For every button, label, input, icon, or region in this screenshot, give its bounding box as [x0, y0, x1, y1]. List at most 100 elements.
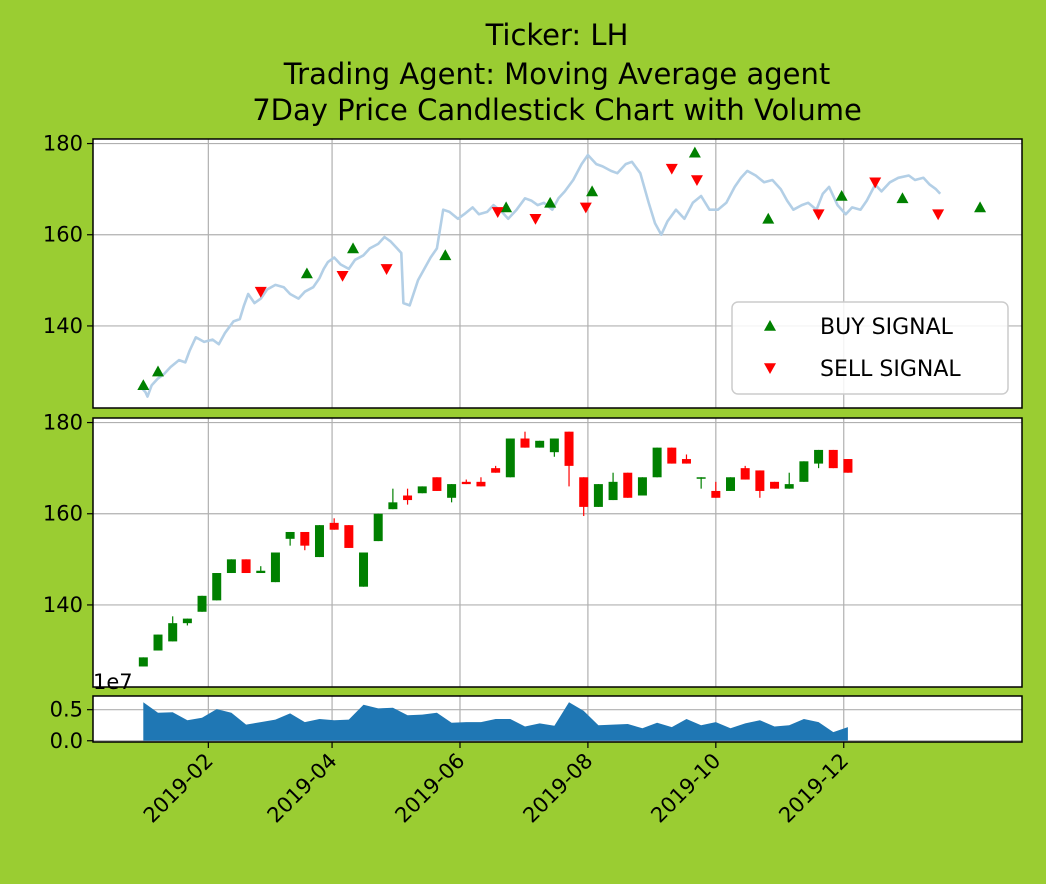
- sell-signal-marker-10: [932, 209, 945, 221]
- volume-area: [143, 702, 848, 741]
- chart-title-line-3: 7Day Price Candlestick Chart with Volume: [252, 93, 862, 127]
- sell-signal-marker-5: [579, 202, 592, 214]
- buy-signal-marker-11: [896, 192, 909, 204]
- chart-title-line-2: Trading Agent: Moving Average agent: [283, 57, 831, 91]
- sell-signal-marker-7: [690, 175, 703, 187]
- price-ytick-label-0: 140: [43, 314, 83, 338]
- candle-body-39: [711, 490, 721, 498]
- buy-signal-marker-2: [300, 267, 313, 279]
- candlestick-panel: 140 160 180: [43, 411, 1023, 688]
- candle-body-38: [696, 477, 706, 479]
- buy-signal-marker-4: [439, 249, 452, 261]
- candle-body-48: [843, 459, 853, 473]
- candle-body-28: [549, 438, 559, 453]
- candle-ytick-label-0: 140: [43, 593, 83, 617]
- buy-signal-layer: [137, 146, 987, 391]
- sell-signal-marker-2: [380, 264, 393, 275]
- candle-body-20: [432, 477, 442, 491]
- candle-body-43: [770, 481, 780, 489]
- candle-body-27: [535, 440, 545, 448]
- candle-layer: [138, 431, 853, 667]
- legend-buy-marker: [764, 320, 776, 331]
- candle-body-34: [637, 477, 647, 496]
- price-ytick-label-1: 160: [43, 223, 83, 247]
- sell-signal-marker-3: [491, 207, 504, 218]
- candle-body-11: [300, 531, 310, 546]
- buy-signal-marker-8: [688, 146, 701, 158]
- candle-body-10: [285, 531, 295, 539]
- volume-ytick-label-1: 0.5: [50, 698, 83, 722]
- sell-signal-marker-8: [812, 209, 825, 221]
- buy-signal-marker-5: [500, 201, 513, 213]
- chart-title-line-1: Ticker: LH: [485, 18, 629, 52]
- candle-body-21: [447, 484, 457, 498]
- volume-panel-y-ticks: 0.00.5: [50, 698, 93, 753]
- candlestick-panel-grid: [93, 418, 1022, 687]
- buy-signal-marker-9: [762, 212, 775, 224]
- buy-signal-marker-7: [586, 185, 599, 197]
- price-panel-frame: [92, 138, 1023, 409]
- candle-body-8: [256, 570, 266, 574]
- candle-ytick-label-1: 160: [43, 502, 83, 526]
- candle-body-13: [329, 522, 339, 530]
- sell-signal-layer: [254, 163, 945, 298]
- legend: BUY SIGNAL SELL SIGNAL: [731, 301, 1009, 395]
- candle-body-16: [373, 513, 383, 542]
- price-signal-panel: 140 160 180 BUY SIGNAL SELL SIGNAL: [43, 132, 1023, 409]
- buy-signal-marker-6: [544, 196, 557, 208]
- candle-body-46: [814, 449, 824, 464]
- candle-body-30: [579, 477, 589, 507]
- buy-signal-marker-3: [347, 242, 360, 254]
- candle-body-12: [314, 525, 324, 558]
- legend-sell-label: SELL SIGNAL: [820, 357, 961, 382]
- candle-body-4: [197, 595, 207, 612]
- candle-body-15: [359, 552, 369, 587]
- price-ytick-label-2: 180: [43, 132, 83, 156]
- candle-body-29: [564, 431, 574, 466]
- candle-body-33: [623, 472, 633, 498]
- legend-sell-marker: [764, 363, 776, 374]
- price-line-layer: [140, 153, 942, 398]
- candle-body-45: [799, 461, 809, 482]
- candle-body-31: [593, 484, 603, 507]
- candle-body-26: [520, 438, 530, 448]
- buy-signal-marker-1: [152, 365, 165, 377]
- candle-body-47: [828, 449, 838, 469]
- candle-body-6: [226, 559, 236, 574]
- candle-body-5: [212, 573, 222, 601]
- candle-body-25: [505, 438, 515, 478]
- price-panel-y-ticks: 140 160 180: [43, 132, 93, 338]
- sell-signal-marker-6: [665, 163, 678, 175]
- sell-signal-marker-0: [254, 286, 267, 298]
- sell-signal-marker-4: [529, 213, 542, 225]
- candle-ytick-label-2: 180: [43, 411, 83, 435]
- candle-body-35: [652, 447, 662, 478]
- sell-signal-marker-9: [869, 177, 882, 189]
- candle-body-14: [344, 525, 354, 548]
- buy-signal-marker-10: [835, 189, 848, 201]
- candle-body-40: [726, 477, 736, 491]
- volume-ytick-label-0: 0.0: [50, 729, 83, 753]
- volume-panel-frame: [92, 695, 1023, 743]
- candlestick-panel-y-ticks: 140 160 180: [43, 411, 93, 617]
- candle-body-7: [241, 559, 251, 574]
- candle-body-42: [755, 470, 765, 491]
- candle-body-44: [784, 484, 794, 489]
- legend-box: [731, 301, 1009, 395]
- candle-body-32: [608, 481, 618, 501]
- candle-body-1: [153, 634, 163, 651]
- price-line: [140, 153, 942, 398]
- candle-body-17: [388, 502, 398, 510]
- candle-body-23: [476, 481, 486, 487]
- candle-body-2: [168, 623, 178, 642]
- sell-signal-marker-1: [336, 270, 349, 282]
- candlestick-panel-frame: [92, 417, 1023, 688]
- candle-body-3: [182, 618, 192, 624]
- candle-body-18: [403, 495, 413, 501]
- volume-offset-label: 1e7: [93, 670, 133, 694]
- candle-body-36: [667, 447, 677, 464]
- buy-signal-marker-0: [137, 379, 150, 391]
- candle-body-0: [138, 657, 148, 667]
- candle-body-22: [461, 481, 471, 485]
- buy-signal-marker-12: [974, 201, 987, 213]
